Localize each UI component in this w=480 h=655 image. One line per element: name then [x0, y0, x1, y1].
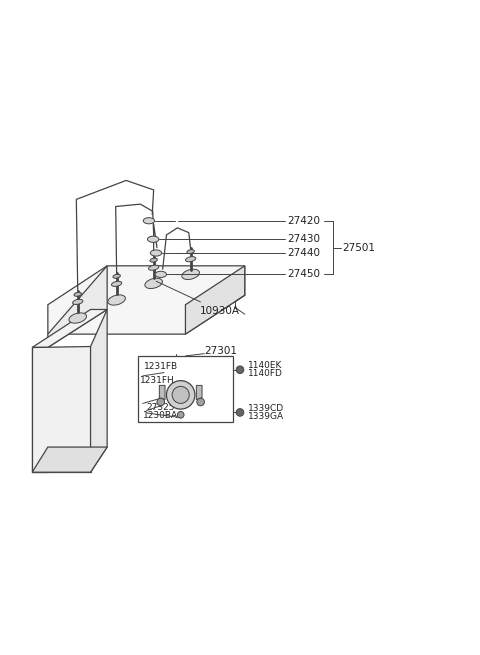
- Circle shape: [157, 398, 165, 406]
- Ellipse shape: [113, 274, 120, 278]
- Ellipse shape: [108, 295, 125, 305]
- Polygon shape: [32, 447, 107, 472]
- Ellipse shape: [111, 281, 122, 286]
- Ellipse shape: [72, 299, 83, 305]
- Text: 27450: 27450: [288, 269, 321, 280]
- Ellipse shape: [150, 258, 157, 262]
- Polygon shape: [196, 385, 202, 400]
- Text: 1231FH: 1231FH: [140, 376, 175, 385]
- Ellipse shape: [155, 271, 167, 278]
- Circle shape: [236, 366, 244, 373]
- Text: 1339GA: 1339GA: [248, 412, 284, 421]
- Text: 1140FD: 1140FD: [248, 369, 283, 379]
- Text: 10930A: 10930A: [156, 281, 240, 316]
- Polygon shape: [32, 347, 48, 472]
- Text: 27301: 27301: [204, 346, 238, 356]
- Circle shape: [236, 409, 244, 416]
- Text: 27501: 27501: [342, 242, 375, 253]
- Ellipse shape: [143, 217, 155, 224]
- Ellipse shape: [186, 257, 196, 262]
- Text: 27325: 27325: [146, 403, 175, 412]
- Polygon shape: [159, 385, 165, 400]
- Ellipse shape: [145, 278, 162, 288]
- Text: 27430: 27430: [288, 234, 321, 244]
- Bar: [138, 356, 233, 422]
- Text: 1231FB: 1231FB: [144, 362, 178, 371]
- Polygon shape: [48, 266, 245, 334]
- Polygon shape: [32, 346, 91, 472]
- Ellipse shape: [74, 292, 82, 296]
- Ellipse shape: [147, 236, 159, 242]
- Polygon shape: [185, 266, 245, 334]
- Polygon shape: [48, 266, 107, 347]
- Circle shape: [197, 398, 204, 406]
- Circle shape: [172, 386, 189, 403]
- Ellipse shape: [182, 269, 200, 280]
- Ellipse shape: [148, 265, 159, 271]
- Text: 1339CD: 1339CD: [248, 403, 284, 413]
- Text: 27440: 27440: [288, 248, 321, 258]
- Text: 1230BA: 1230BA: [143, 411, 178, 421]
- Polygon shape: [32, 309, 107, 347]
- Ellipse shape: [69, 313, 86, 323]
- Text: 1140EK: 1140EK: [248, 361, 282, 370]
- Polygon shape: [91, 309, 107, 472]
- Ellipse shape: [150, 250, 162, 256]
- Text: 27420: 27420: [288, 215, 321, 226]
- Ellipse shape: [187, 250, 194, 253]
- Circle shape: [167, 381, 195, 409]
- Circle shape: [178, 411, 184, 418]
